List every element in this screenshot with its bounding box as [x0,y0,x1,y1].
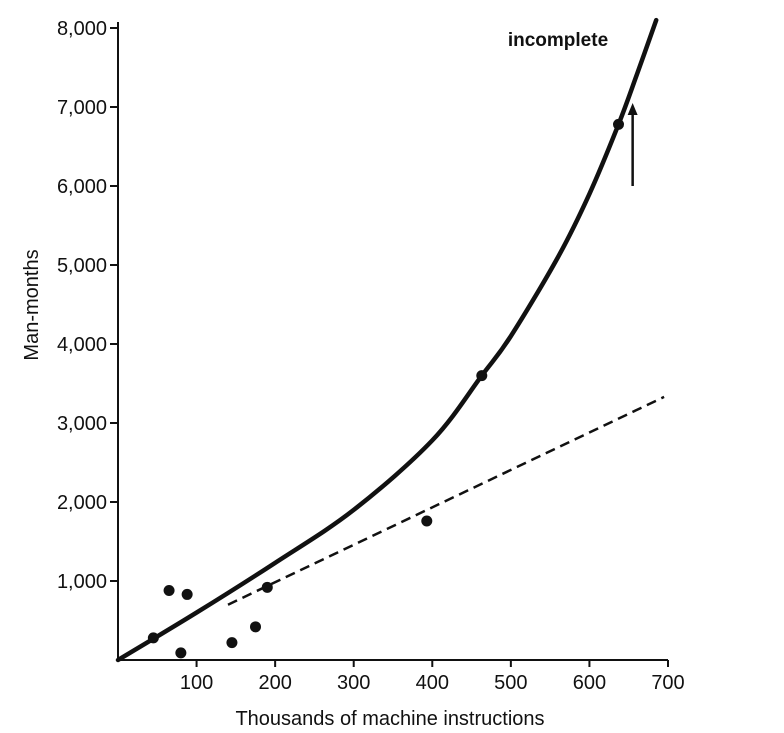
data-point [175,647,187,659]
y-tick-label: 2,000 [57,492,107,514]
series-layer [115,17,665,663]
data-point [163,584,175,596]
y-tick-label: 8,000 [57,18,107,40]
linear-trend-dashed-line [227,395,665,606]
data-point [613,118,624,130]
y-tick-label: 3,000 [57,413,107,435]
x-tick-label: 200 [258,672,291,694]
data-point [226,637,238,649]
data-point [476,370,488,382]
data-point [261,581,273,593]
y-tick-label: 4,000 [57,334,107,356]
trend-curve [115,17,659,663]
data-point [181,588,193,600]
x-tick-label: 400 [416,672,449,694]
y-tick-label: 1,000 [57,571,107,593]
x-axis-ticks: 100 200 300 400 500 600 700 [180,660,685,694]
y-tick-label: 7,000 [57,97,107,119]
incomplete-arrow-head [627,103,638,116]
x-tick-label: 500 [494,672,527,694]
x-tick-label: 700 [651,672,684,694]
y-tick-label: 6,000 [57,176,107,198]
x-tick-label: 100 [180,672,213,694]
data-point [421,515,433,527]
x-tick-label: 600 [573,672,606,694]
x-tick-label: 300 [337,672,370,694]
y-axis-title: Man-months [21,249,43,360]
annotation-layer: incomplete [508,30,638,186]
y-tick-label: 5,000 [57,255,107,277]
x-axis-title: Thousands of machine instructions [235,708,544,730]
y-axis-ticks: 1,000 2,000 3,000 4,000 5,000 6,000 7,000 8,000 [57,18,118,593]
incomplete-annotation: incomplete [508,30,608,51]
data-point [250,621,261,633]
data-point [147,632,159,644]
